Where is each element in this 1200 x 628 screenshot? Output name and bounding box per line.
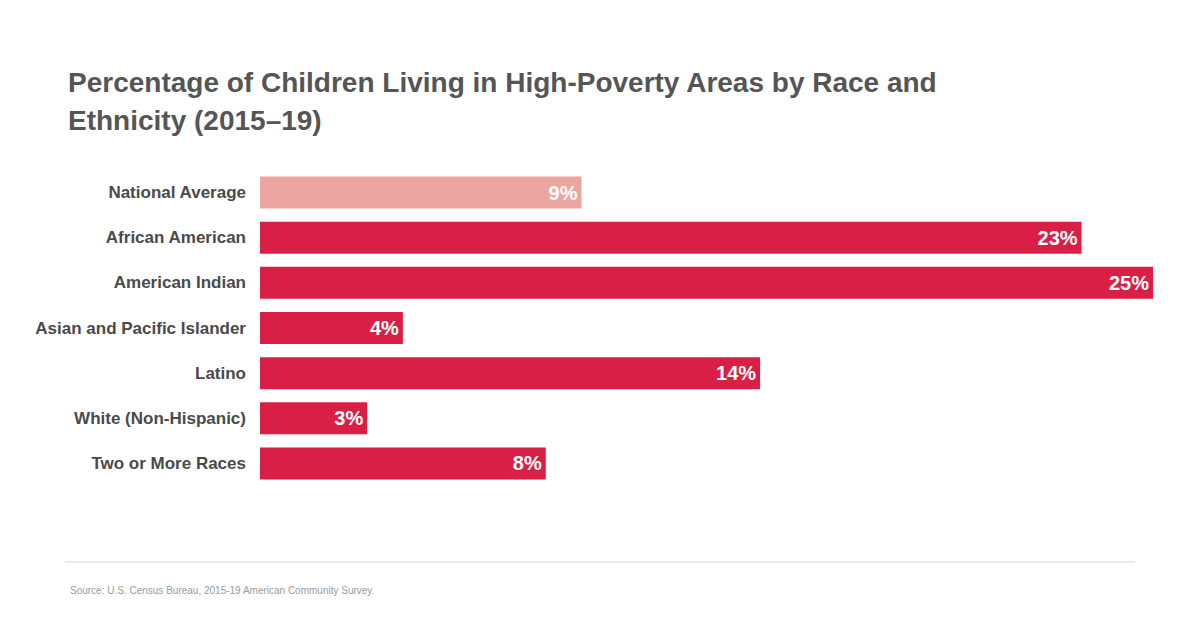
svg-text:14%: 14% — [716, 362, 756, 384]
svg-text:Source: U.S. Census Bureau, 20: Source: U.S. Census Bureau, 2015-19 Amer… — [70, 585, 374, 596]
svg-text:Percentage of Children Living: Percentage of Children Living in High-Po… — [68, 67, 945, 98]
svg-text:23%: 23% — [1038, 227, 1078, 249]
svg-text:National Average: National Average — [108, 183, 246, 202]
svg-text:White (Non-Hispanic): White (Non-Hispanic) — [74, 409, 246, 428]
svg-text:Asian and Pacific Islander: Asian and Pacific Islander — [35, 319, 246, 338]
svg-text:3%: 3% — [334, 407, 363, 429]
svg-text:25%: 25% — [1109, 272, 1149, 294]
svg-text:9%: 9% — [549, 182, 578, 204]
svg-text:African American: African American — [106, 228, 246, 247]
svg-text:8%: 8% — [513, 452, 542, 474]
svg-text:Two or More Races: Two or More Races — [91, 454, 246, 473]
svg-text:Ethnicity (2015–19): Ethnicity (2015–19) — [68, 105, 322, 136]
svg-text:American Indian: American Indian — [114, 273, 246, 292]
svg-text:4%: 4% — [370, 317, 399, 339]
svg-text:Latino: Latino — [195, 364, 246, 383]
